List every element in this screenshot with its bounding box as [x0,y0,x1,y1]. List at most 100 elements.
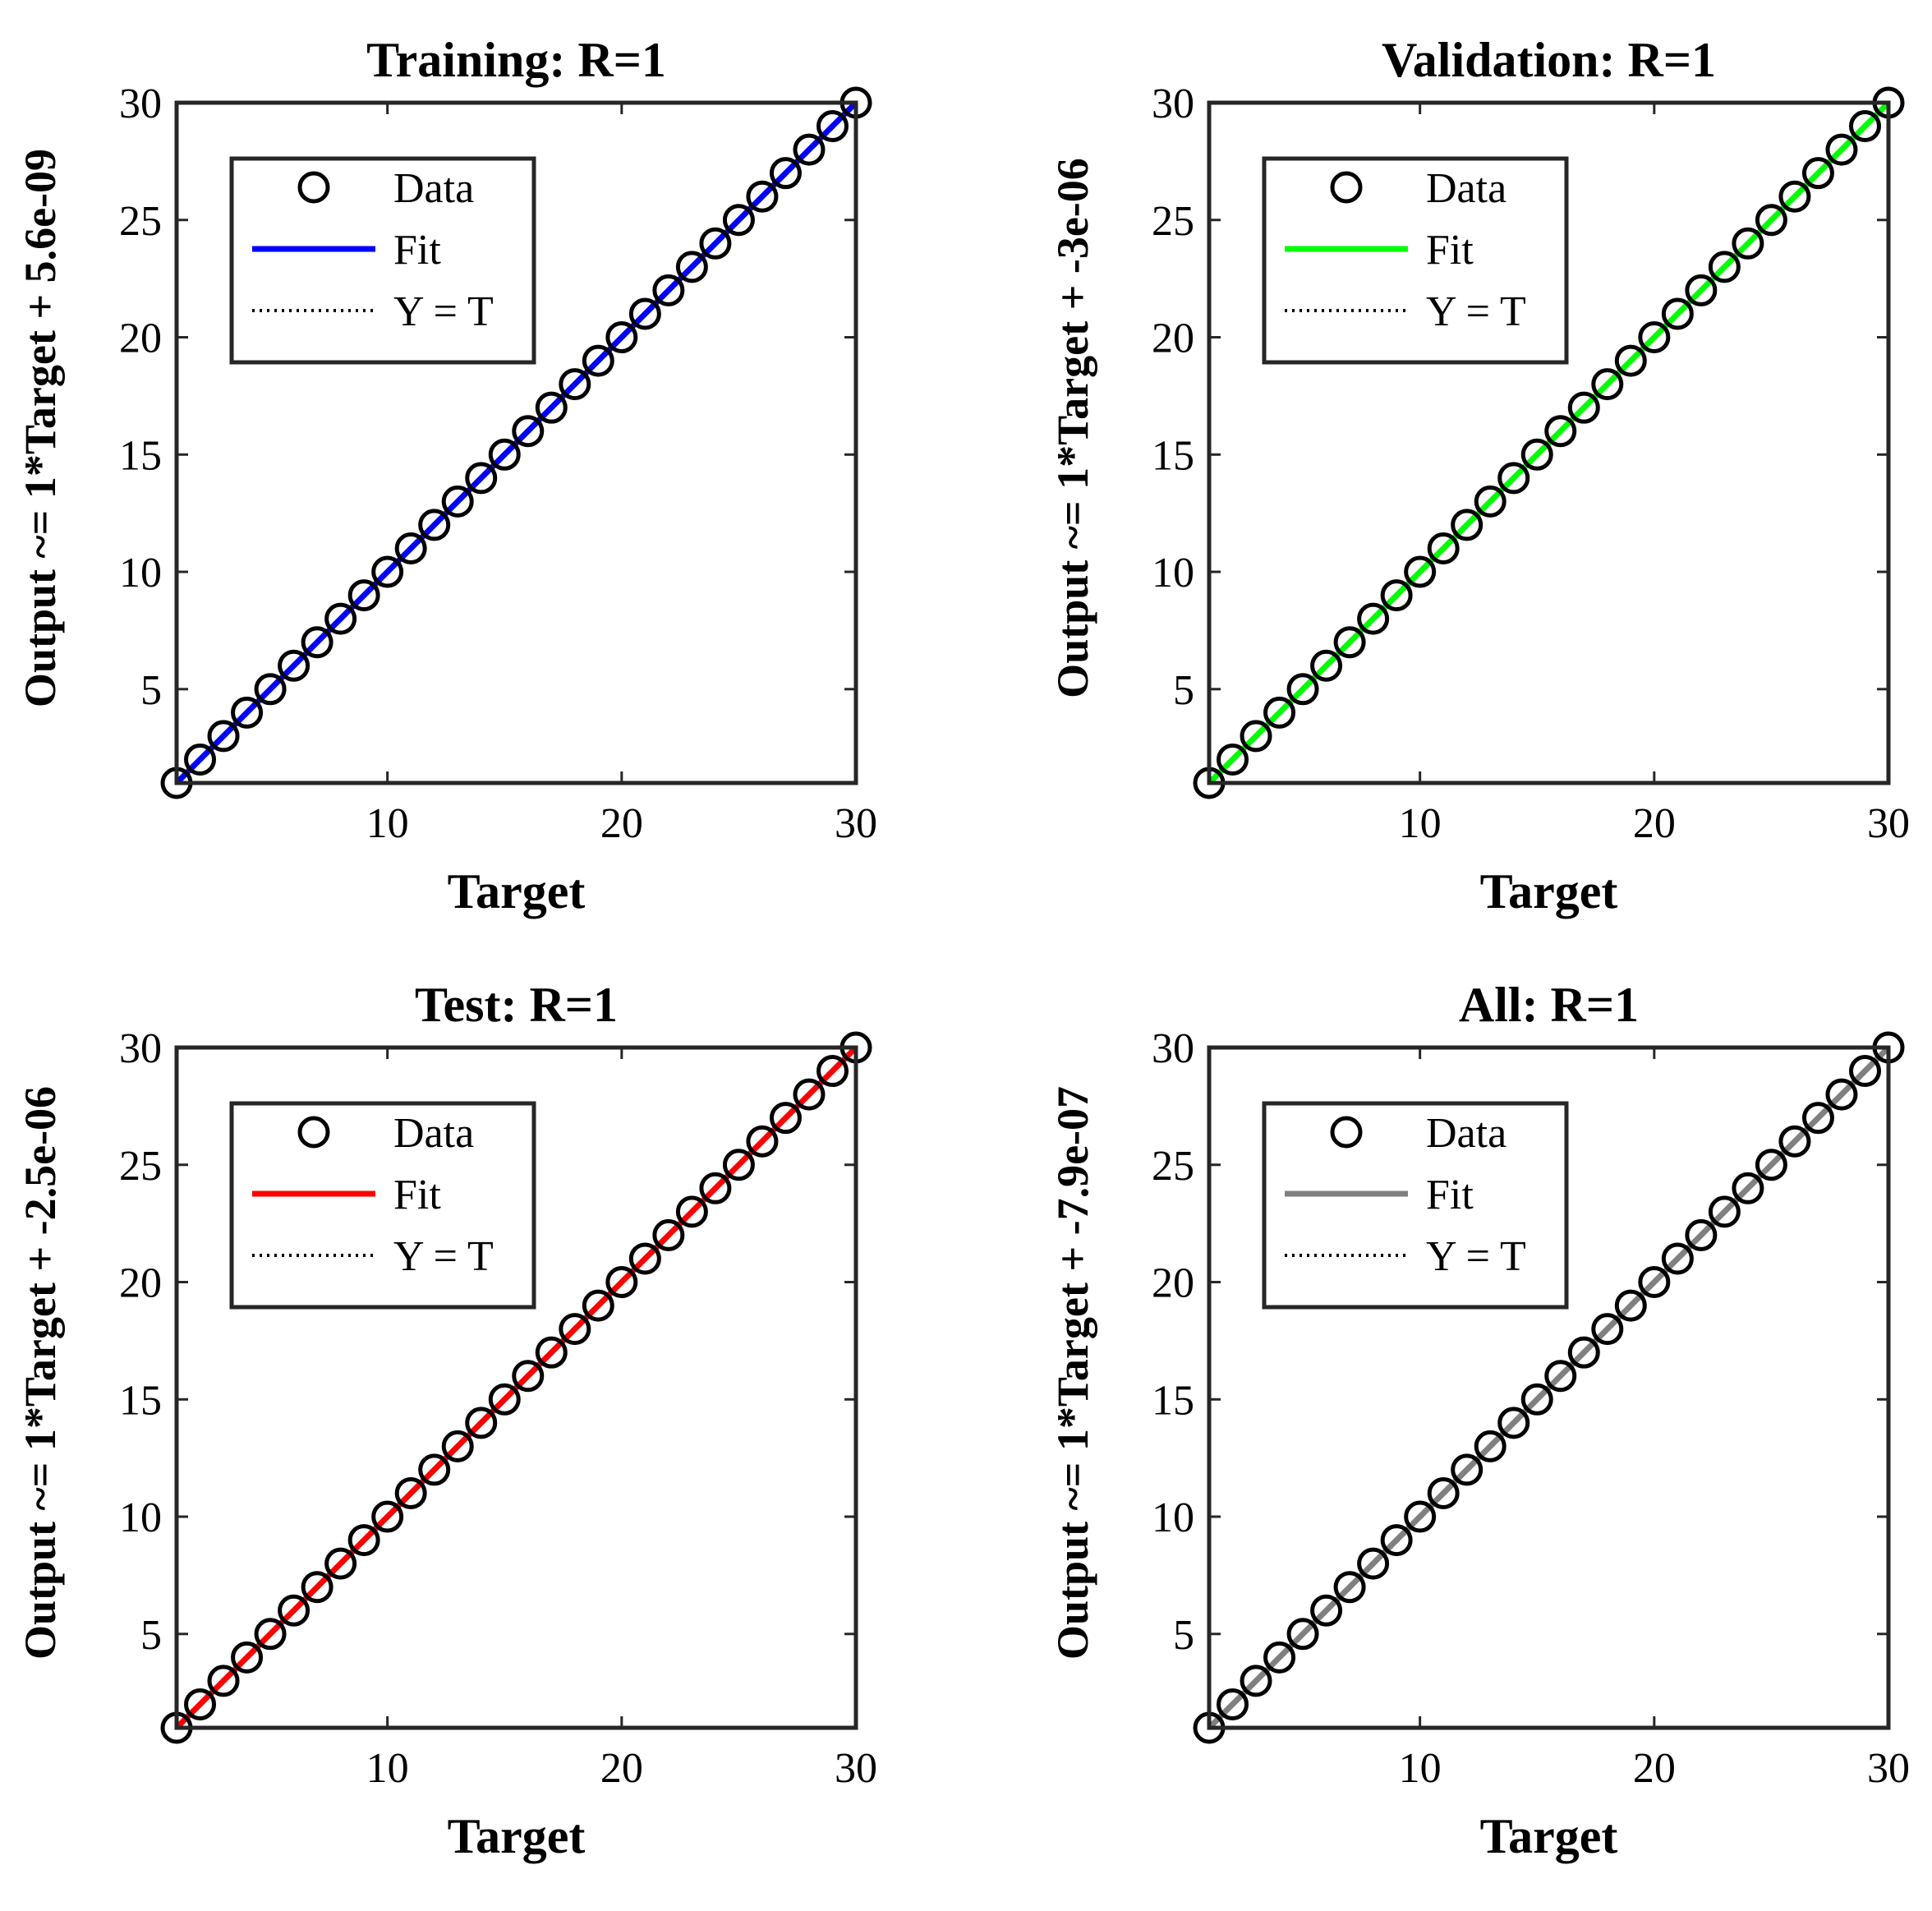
data-point [347,1524,380,1557]
data-point [1474,1430,1506,1462]
y-tick-label: 10 [119,1494,162,1541]
data-point [1333,1571,1366,1604]
fit-line [174,100,858,785]
legend-label-fit: Fit [393,227,441,274]
data-point [1801,1102,1834,1135]
y-tick-label: 20 [119,1260,162,1307]
y-tick-label: 25 [119,198,162,245]
chart-title: All: R=1 [1459,978,1639,1032]
data-point [1380,579,1413,612]
data-point [628,297,661,330]
y-tick-label: 25 [1152,1143,1194,1190]
chart-title: Validation: R=1 [1382,33,1716,87]
data-point [488,1383,521,1416]
data-point [722,1149,755,1181]
x-tick-label: 30 [1867,800,1910,847]
data-point [1217,1688,1249,1720]
data-point [1333,626,1366,659]
y-tick-label: 25 [1152,198,1194,245]
x-tick-label: 30 [1867,1745,1910,1792]
y-axis-label: Output ~= 1*Target + -7.9e-07 [1048,1086,1097,1660]
y-tick-label: 10 [1152,550,1194,596]
data-point [465,1407,498,1439]
legend-marker-data [1330,171,1363,204]
chart-title: Test: R=1 [415,978,618,1032]
x-tick-label: 20 [1633,800,1676,847]
data-point [1825,133,1858,166]
legend: Data Fit Y = T [229,1101,536,1310]
data-point [512,415,545,448]
data-point [1848,110,1881,143]
data-point [1263,1641,1296,1674]
chart-title: Training: R=1 [366,33,666,87]
data-point [628,1242,661,1275]
y-tick-label: 5 [1173,1612,1194,1659]
legend-marker-data [297,171,330,204]
x-axis-label: Target [1480,1809,1618,1863]
data-point [1404,555,1437,588]
chart-panel-2: 10 20 30 5 10 15 20 25 30 Data Fit Y = T Validation:… [1048,33,1910,919]
data-point [1263,696,1296,729]
y-tick-label: 30 [119,1025,162,1072]
data-point [1497,462,1530,495]
fit-line [1207,1045,1891,1730]
data-point [1357,602,1390,635]
x-tick-label: 10 [1399,1745,1442,1792]
legend-label-fit: Fit [393,1172,441,1218]
legend-label-fit: Fit [1426,1172,1474,1218]
data-point [1661,1242,1694,1275]
data-point [793,1078,826,1111]
legend-label-data: Data [1426,1110,1506,1157]
data-point [371,555,404,588]
data-point [675,251,708,283]
data-point [278,649,310,682]
data-point [254,1618,287,1651]
data-point [301,626,334,659]
legend-label-data: Data [393,1110,474,1157]
data-point [769,157,802,190]
data-point [512,1360,545,1393]
data-point [722,204,755,237]
data-point [1755,204,1787,237]
fit-line [174,1045,858,1730]
data-point [1591,368,1624,401]
legend-marker-data [297,1116,330,1149]
data-point [1310,1594,1343,1627]
data-point [441,1430,474,1462]
data-point [1591,1313,1624,1346]
legend-label-identity: Y = T [393,1233,494,1280]
x-tick-label: 30 [835,1745,877,1792]
data-point [769,1102,802,1135]
y-tick-label: 30 [1152,1025,1194,1072]
data-point [184,743,217,776]
legend-marker-data [1330,1116,1363,1149]
legend-box [1262,156,1569,365]
data-point [1778,180,1811,213]
data-point [1661,297,1694,330]
data-point [1310,649,1343,682]
y-tick-label: 15 [119,1377,162,1424]
data-point [231,696,264,729]
data-point [1614,1289,1647,1322]
data-point [1357,1547,1390,1580]
data-point [184,1688,217,1720]
y-tick-label: 5 [140,1612,162,1659]
data-point [278,1594,310,1627]
data-point [1732,227,1764,260]
data-point [1801,157,1834,190]
data-point [1544,1360,1577,1393]
data-point [1778,1125,1811,1158]
data-point [816,1055,849,1088]
legend-box [229,1101,536,1310]
y-tick-label: 15 [119,432,162,479]
y-tick-label: 5 [140,667,162,714]
y-tick-label: 20 [1152,315,1194,362]
y-tick-label: 30 [1152,81,1194,127]
x-tick-label: 30 [835,800,877,847]
data-point [1848,1055,1881,1088]
data-point [371,1500,404,1533]
data-point [1451,1453,1484,1486]
y-tick-label: 20 [119,315,162,362]
data-point [301,1571,334,1604]
